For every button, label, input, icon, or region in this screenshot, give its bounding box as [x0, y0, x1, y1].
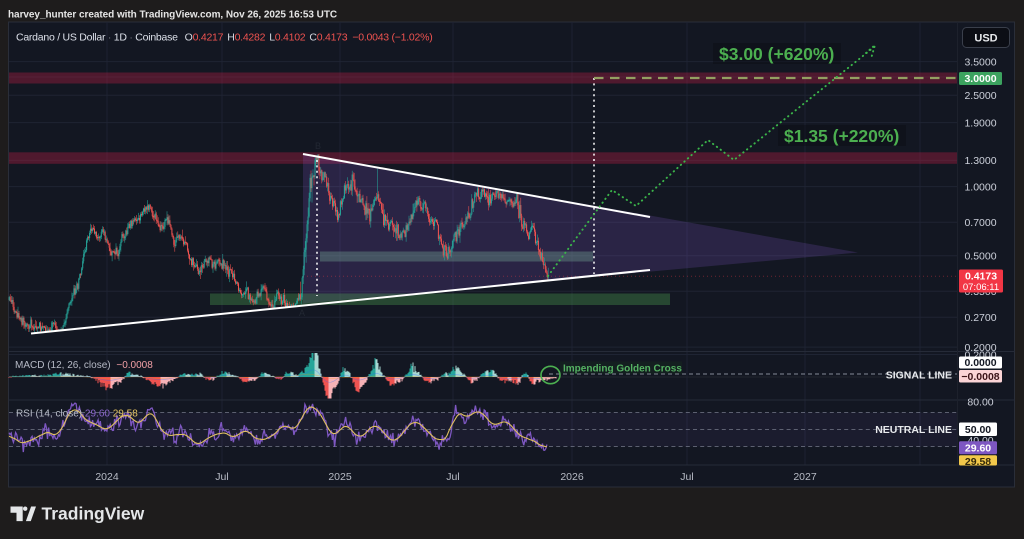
- svg-text:RSI (14, close) 29.60 29.58: RSI (14, close) 29.60 29.58: [16, 409, 138, 420]
- svg-text:80.00: 80.00: [967, 397, 993, 409]
- svg-text:0.0000: 0.0000: [964, 357, 996, 369]
- svg-text:SIGNAL LINE: SIGNAL LINE: [886, 370, 952, 382]
- svg-text:$1.35 (+220%): $1.35 (+220%): [784, 126, 899, 146]
- svg-text:NEUTRAL LINE: NEUTRAL LINE: [875, 424, 952, 436]
- svg-text:3.5000: 3.5000: [964, 56, 996, 68]
- svg-text:0.2700: 0.2700: [964, 312, 996, 324]
- svg-text:Jul: Jul: [446, 471, 459, 483]
- svg-text:07:06:11: 07:06:11: [963, 282, 999, 293]
- svg-text:$3.00 (+620%): $3.00 (+620%): [719, 44, 834, 64]
- svg-text:0.7000: 0.7000: [964, 217, 996, 229]
- svg-text:1.0000: 1.0000: [964, 181, 996, 193]
- svg-text:harvey_hunter created with Tra: harvey_hunter created with TradingView.c…: [8, 10, 337, 21]
- svg-text:Jul: Jul: [680, 471, 693, 483]
- svg-text:3.0000: 3.0000: [964, 73, 996, 85]
- svg-text:−0.0008: −0.0008: [961, 371, 999, 383]
- svg-text:29.58: 29.58: [965, 456, 991, 468]
- svg-text:2027: 2027: [793, 471, 817, 483]
- svg-text:0.4173: 0.4173: [965, 271, 997, 283]
- svg-text:MACD (12, 26, close) −0.0008: MACD (12, 26, close) −0.0008: [15, 360, 153, 371]
- svg-text:29.60: 29.60: [965, 443, 991, 455]
- svg-text:0.2000: 0.2000: [964, 342, 996, 354]
- svg-text:2.5000: 2.5000: [964, 90, 996, 102]
- svg-text:A: A: [299, 308, 305, 318]
- svg-text:TradingView: TradingView: [42, 504, 145, 524]
- svg-text:0.5000: 0.5000: [964, 250, 996, 262]
- svg-text:Jul: Jul: [215, 471, 228, 483]
- svg-text:2026: 2026: [560, 471, 584, 483]
- svg-text:2024: 2024: [95, 471, 119, 483]
- svg-text:1.9000: 1.9000: [964, 117, 996, 129]
- svg-text:USD: USD: [974, 33, 997, 45]
- svg-text:B: B: [315, 141, 321, 151]
- svg-text:1.3000: 1.3000: [964, 155, 996, 167]
- svg-text:Impending Golden Cross: Impending Golden Cross: [563, 364, 682, 375]
- svg-text:50.00: 50.00: [965, 424, 991, 436]
- svg-text:2025: 2025: [328, 471, 352, 483]
